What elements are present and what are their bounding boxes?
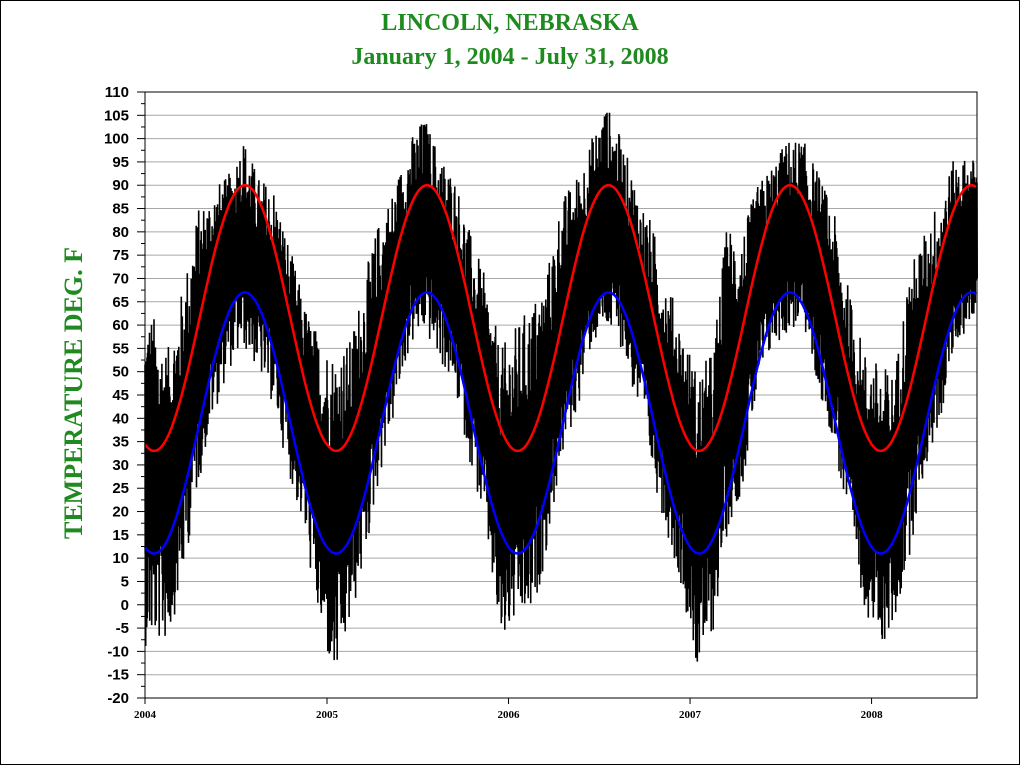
y-tick-label: -10 [107,643,129,660]
y-tick-label: 30 [112,457,129,474]
y-tick-label: 20 [112,504,129,521]
y-tick-label: 10 [112,550,129,567]
y-tick-label: 0 [121,597,129,614]
y-tick-label: 80 [112,224,129,241]
y-tick-label: 40 [112,410,129,427]
x-tick-label: 2008 [861,709,884,721]
x-tick-label: 2005 [316,709,339,721]
y-tick-label: -20 [107,690,129,707]
chart-title: LINCOLN, NEBRASKA [381,10,639,36]
y-tick-label: 110 [105,84,129,101]
y-tick-label: 55 [112,340,129,357]
y-tick-label: 70 [112,270,129,287]
chart-subtitle: January 1, 2004 - July 31, 2008 [351,44,669,70]
y-tick-label: 85 [112,201,129,218]
y-axis-ticks: 1101051009590858075706560555045403530252… [104,84,145,707]
y-tick-label: 60 [112,317,129,334]
y-tick-label: 100 [104,131,129,148]
y-tick-label: 105 [104,107,129,124]
y-tick-label: -5 [116,620,129,637]
daily-temperature-line [144,112,978,662]
y-tick-label: -15 [107,667,129,684]
y-tick-label: 25 [112,480,129,497]
blue-seasonal-curve [144,291,977,555]
y-tick-label: 90 [112,177,129,194]
y-tick-label: 15 [112,527,129,544]
y-tick-label: 75 [112,247,129,264]
y-tick-label: 65 [112,294,129,311]
x-tick-label: 2006 [498,709,521,721]
y-tick-label: 5 [121,573,129,590]
daily-temperature-series [144,112,978,662]
x-tick-label: 2004 [134,709,157,721]
plot-area [144,91,978,699]
y-tick-label: 50 [112,364,129,381]
y-tick-label: 95 [112,154,129,171]
y-tick-label: 35 [112,434,129,451]
x-axis-ticks: 2004 2005 2006 2007 2008 [134,698,883,721]
red-seasonal-curve [144,183,977,453]
y-tick-label: 45 [112,387,129,404]
x-tick-label: 2007 [679,709,702,721]
